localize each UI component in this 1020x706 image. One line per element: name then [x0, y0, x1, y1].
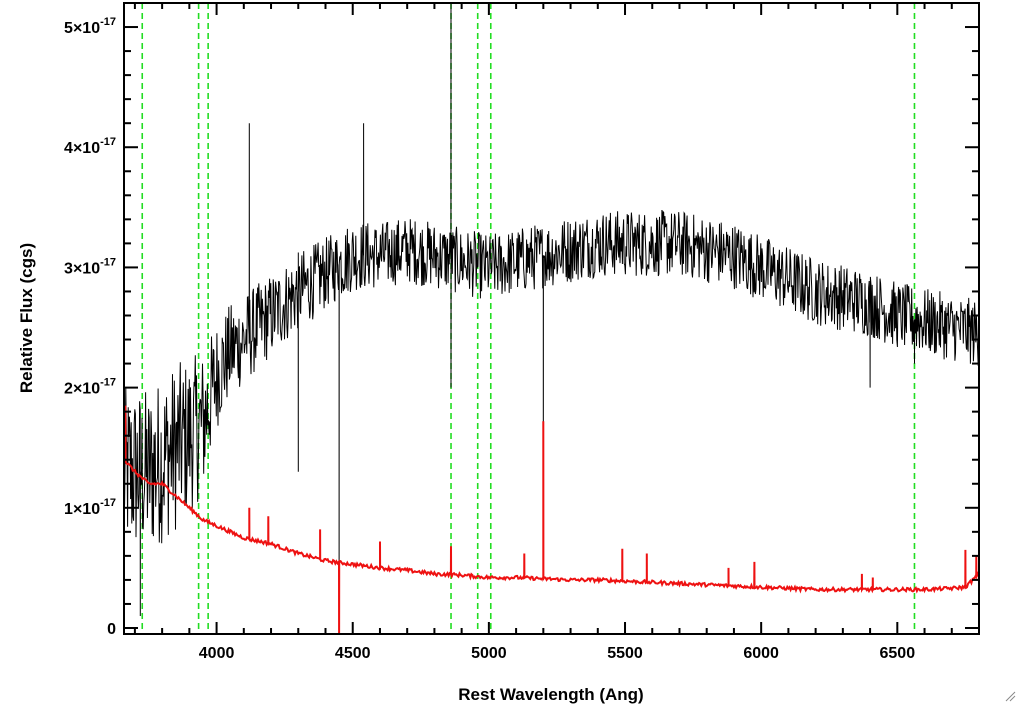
plot-frame [123, 2, 980, 635]
y-axis-label: Relative Flux (cgs) [17, 243, 36, 393]
x-tick-label: 5500 [607, 645, 643, 662]
y-tick-label: 5×10-17 [64, 16, 116, 37]
y-tick-label: 4×10-17 [64, 136, 116, 157]
spectrum-series-black [124, 3, 979, 629]
x-axis: 4000 4500 5000 5500 6000 6500 [133, 3, 980, 662]
y-tick-label: 1×10-17 [64, 497, 116, 518]
x-tick-label: 6500 [880, 645, 916, 662]
y-tick-label: 3×10-17 [64, 256, 116, 277]
y-axis: 0 1×10-17 2×10-17 3×10-17 4×10-17 5×10-17 [64, 16, 979, 638]
y-tick-label: 0 [107, 621, 116, 638]
resize-grip-icon[interactable] [1004, 690, 1016, 702]
x-tick-label: 4000 [199, 645, 235, 662]
x-tick-label: 5000 [471, 645, 507, 662]
x-tick-label: 4500 [335, 645, 371, 662]
x-tick-label: 6000 [743, 645, 779, 662]
series-layer [124, 3, 979, 634]
x-axis-label: Rest Wavelength (Ang) [458, 685, 643, 704]
spectrum-series-red [124, 405, 979, 634]
y-tick-label: 2×10-17 [64, 377, 116, 398]
